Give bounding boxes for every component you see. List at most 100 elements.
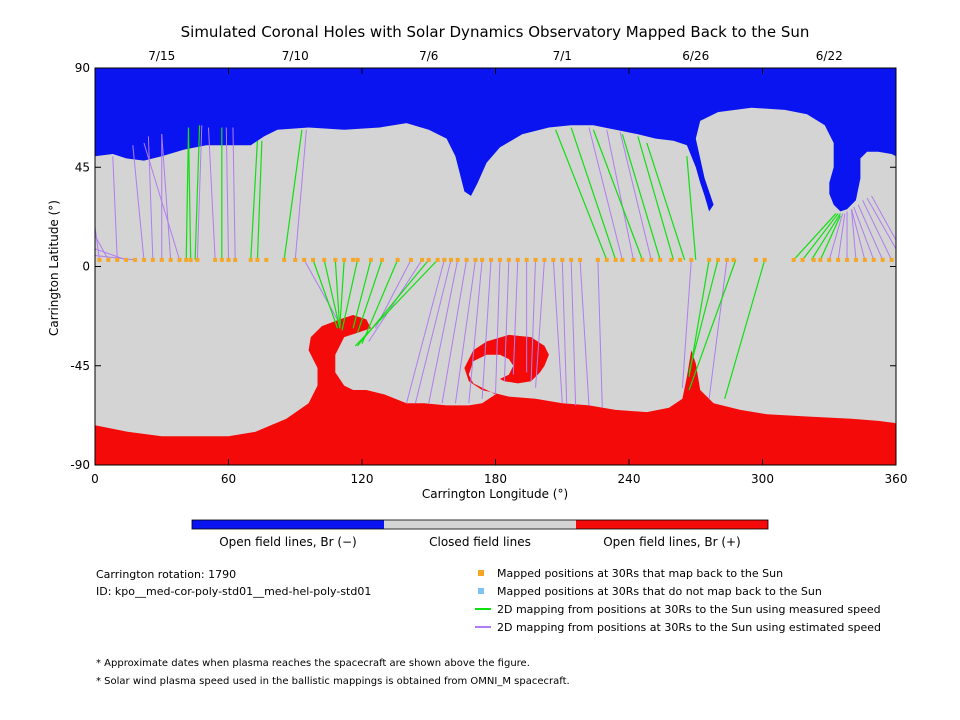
mapped-position-point xyxy=(724,257,729,262)
x-tick-label: 240 xyxy=(618,472,641,486)
estimated-mapping-line xyxy=(454,259,476,404)
x-tick-label: 300 xyxy=(751,472,774,486)
x-axis-ticks: 0 60 120 180 240 300 360 xyxy=(91,68,907,486)
mapped-position-point xyxy=(248,257,253,262)
estimated-mapping-line xyxy=(303,259,341,325)
estimated-mapping-line xyxy=(588,127,623,261)
colorbar-frame xyxy=(191,519,769,530)
measured-mapping-line xyxy=(341,259,359,331)
mapped-position-point xyxy=(226,257,231,262)
measured-mapping-line xyxy=(334,259,341,329)
measured-mapping-line xyxy=(250,140,259,260)
legend-label: Mapped positions at 30Rs that map back t… xyxy=(497,567,783,580)
colorbar-segment xyxy=(192,520,384,529)
x-tick-label: 120 xyxy=(351,472,374,486)
mapped-position-point xyxy=(506,257,511,262)
estimated-mapping-line xyxy=(828,213,844,261)
mapped-position-point xyxy=(188,257,193,262)
estimated-mapping-line xyxy=(579,259,590,406)
x-axis-label: Carrington Longitude (°) xyxy=(422,487,568,501)
measured-mapping-line xyxy=(688,259,719,373)
measured-mapping-line xyxy=(646,142,686,261)
colorbar-label: Closed field lines xyxy=(429,535,531,549)
mapped-position-point xyxy=(578,257,583,262)
colorbar-label: Open field lines, Br (−) xyxy=(219,535,357,549)
estimated-mapping-line xyxy=(862,200,892,261)
legend-label: 2D mapping from positions at 30Rs to the… xyxy=(497,603,881,616)
mapped-position-point xyxy=(818,257,823,262)
mapped-position-point xyxy=(351,257,356,262)
mapped-position-point xyxy=(408,257,413,262)
mapped-position-point xyxy=(302,257,307,262)
mapped-position-point xyxy=(141,257,146,262)
mapped-position-point xyxy=(871,257,876,262)
mapped-position-point xyxy=(159,257,164,262)
mapped-position-point xyxy=(836,257,841,262)
legend-square-symbol xyxy=(478,570,484,576)
mapped-position-point xyxy=(853,257,858,262)
estimated-mapping-line xyxy=(857,204,884,261)
estimated-mapping-line xyxy=(161,134,172,260)
colorbar-label: Open field lines, Br (+) xyxy=(603,535,741,549)
colorbar-segment xyxy=(576,520,768,529)
date-label: 7/1 xyxy=(553,49,572,63)
model-id-text: ID: kpo__med-cor-poly-std01__med-hel-pol… xyxy=(96,585,371,598)
footnote-dates: * Approximate dates when plasma reaches … xyxy=(96,658,530,669)
mapped-position-point xyxy=(542,257,547,262)
mapped-position-point xyxy=(620,257,625,262)
measured-mapping-line xyxy=(621,133,661,261)
mapped-position-point xyxy=(669,257,674,262)
x-tick-label: 360 xyxy=(885,472,908,486)
estimated-mapping-line xyxy=(495,259,501,395)
mapped-position-point xyxy=(449,257,453,262)
estimated-mapping-line xyxy=(147,136,154,260)
measured-mapping-line xyxy=(688,259,737,391)
date-label: 6/22 xyxy=(816,49,843,63)
mapped-position-point xyxy=(631,257,636,262)
mapped-position-point xyxy=(255,257,260,262)
measured-mapping-line xyxy=(810,213,841,261)
mapped-position-point xyxy=(880,257,885,262)
measured-mapping-line xyxy=(312,259,339,329)
y-axis-label: Carrington Latitude (°) xyxy=(47,200,61,336)
legend-label: 2D mapping from positions at 30Rs to the… xyxy=(497,621,881,634)
mapped-position-point xyxy=(716,257,720,262)
x-tick-label: 180 xyxy=(484,472,507,486)
estimated-mapping-line xyxy=(196,125,203,260)
estimated-mapping-line xyxy=(837,213,846,260)
estimated-mapping-line xyxy=(535,259,545,388)
estimated-mapping-line xyxy=(503,259,510,382)
estimated-mapping-line xyxy=(143,142,181,261)
measured-speed-mapping-lines xyxy=(185,125,841,399)
mapped-position-point xyxy=(604,257,609,262)
measured-mapping-line xyxy=(592,129,643,261)
mapped-position-point xyxy=(213,257,218,262)
mapped-position-point xyxy=(342,257,347,262)
estimated-mapping-line xyxy=(866,197,896,250)
mapped-position-point xyxy=(473,257,478,262)
estimated-mapping-line xyxy=(481,259,492,399)
mapped-position-point xyxy=(115,257,120,262)
estimated-mapping-line xyxy=(512,259,519,375)
estimated-mapping-line xyxy=(681,259,692,388)
estimated-mapping-line xyxy=(570,259,577,406)
mapped-position-point xyxy=(649,257,654,262)
measured-mapping-line xyxy=(194,125,201,260)
mapped-position-point xyxy=(762,257,767,262)
estimated-mapping-line xyxy=(95,254,136,261)
mapped-position-point xyxy=(380,257,385,262)
mapped-position-point xyxy=(800,257,805,262)
y-tick-label: -90 xyxy=(70,458,90,472)
estimated-mapping-line xyxy=(619,131,652,261)
estimated-mapping-line xyxy=(468,259,483,404)
estimated-mapping-line xyxy=(95,226,100,260)
measured-mapping-line xyxy=(724,259,766,399)
legend-label: Mapped positions at 30Rs that do not map… xyxy=(497,585,822,598)
footnote-speed-source: * Solar wind plasma speed used in the ba… xyxy=(96,676,570,687)
mapped-position-point xyxy=(311,257,316,262)
estimated-mapping-line xyxy=(561,259,568,404)
mapped-position-point xyxy=(480,257,485,262)
date-label: 7/10 xyxy=(282,49,309,63)
estimated-mapping-line xyxy=(530,259,537,382)
estimated-speed-mapping-lines xyxy=(95,125,896,408)
